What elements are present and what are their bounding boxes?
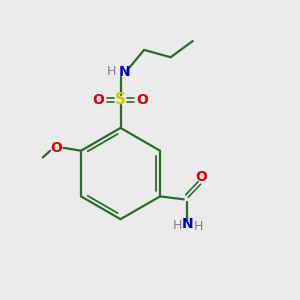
- Text: O: O: [137, 93, 148, 107]
- Text: O: O: [195, 170, 207, 184]
- Text: H: H: [194, 220, 203, 233]
- Text: O: O: [92, 93, 104, 107]
- Text: N: N: [182, 217, 194, 231]
- Text: H: H: [106, 65, 116, 79]
- Text: O: O: [50, 141, 62, 155]
- Text: H: H: [173, 219, 182, 232]
- Text: N: N: [118, 65, 130, 79]
- Text: S: S: [115, 92, 126, 107]
